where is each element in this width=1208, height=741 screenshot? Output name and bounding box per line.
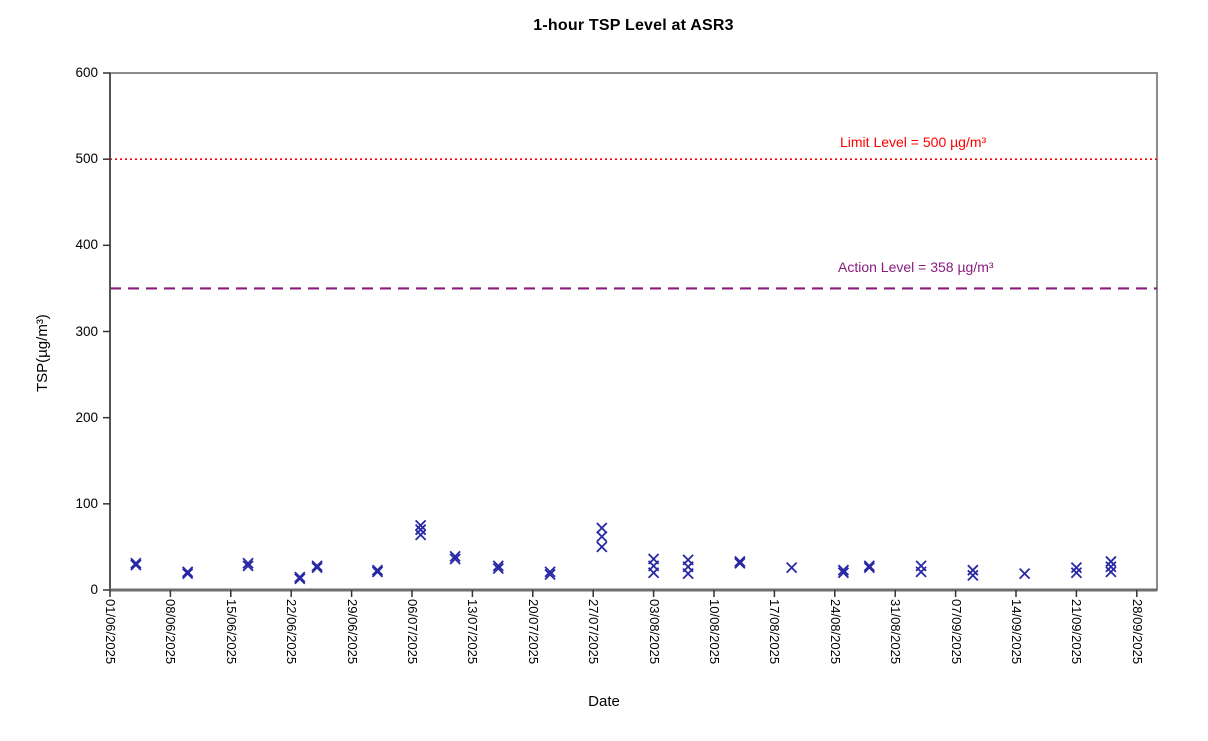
data-point-x-marker: [414, 529, 427, 541]
data-point-x-marker: [967, 564, 979, 576]
data-point-x-marker: [1105, 561, 1117, 573]
x-tick-label: 28/09/2025: [1129, 599, 1145, 665]
y-axis-title: TSP(µg/m³): [34, 314, 51, 392]
data-point-x-marker: [371, 566, 384, 578]
data-point-x-marker: [311, 560, 323, 572]
x-tick-label: 27/07/2025: [586, 599, 602, 665]
limit-level-label: Limit Level = 500 µg/m³: [840, 134, 987, 150]
plot-frame: [109, 72, 1158, 591]
y-tick-label: 300: [75, 323, 98, 339]
y-tick-label: 500: [75, 151, 98, 167]
y-tick-label: 400: [75, 237, 98, 253]
data-point-x-marker: [596, 522, 608, 534]
y-tick-label: 200: [75, 409, 98, 425]
data-point-x-marker: [294, 571, 306, 583]
data-point-x-marker: [647, 553, 660, 565]
data-point-x-marker: [242, 557, 254, 569]
chart-title: 1-hour TSP Level at ASR3: [533, 17, 734, 34]
x-tick-label: 13/07/2025: [465, 599, 481, 665]
x-tick-label: 06/07/2025: [405, 599, 420, 665]
data-point-x-marker: [294, 573, 306, 585]
y-tick-label: 0: [90, 582, 98, 597]
data-point-x-marker: [414, 519, 427, 532]
y-tick-label: 600: [75, 65, 98, 80]
data-point-x-marker: [449, 553, 461, 565]
x-tick-label: 24/08/2025: [827, 599, 843, 665]
data-point-x-marker: [311, 561, 323, 574]
data-point-x-marker: [182, 567, 194, 580]
data-point-x-marker: [1018, 567, 1031, 580]
x-tick-label: 21/09/2025: [1069, 599, 1085, 665]
data-point-x-marker: [734, 557, 746, 569]
x-tick-label: 14/09/2025: [1009, 599, 1024, 665]
data-point-x-marker: [863, 560, 875, 572]
x-tick-label: 22/06/2025: [284, 599, 300, 665]
data-point-x-marker: [734, 555, 746, 568]
x-axis-title: Date: [588, 693, 620, 710]
data-point-x-marker: [449, 550, 461, 563]
data-point-x-marker: [1070, 567, 1083, 579]
data-point-x-marker: [544, 566, 556, 578]
data-point-x-marker: [967, 569, 979, 581]
data-point-x-marker: [371, 564, 384, 576]
x-tick-label: 15/06/2025: [223, 599, 239, 665]
data-point-x-marker: [414, 524, 427, 536]
x-tick-label: 20/07/2025: [525, 599, 541, 665]
data-point-x-marker: [182, 566, 194, 578]
data-point-x-marker: [837, 567, 850, 579]
y-tick-label: 100: [75, 495, 98, 511]
data-point-x-marker: [837, 564, 850, 576]
x-tick-label: 31/08/2025: [888, 599, 904, 665]
data-point-x-marker: [786, 561, 798, 574]
x-tick-label: 29/06/2025: [344, 599, 360, 665]
x-tick-label: 08/06/2025: [163, 599, 179, 665]
data-point-x-marker: [1105, 566, 1117, 578]
data-point-x-marker: [492, 560, 504, 572]
data-point-x-marker: [915, 560, 927, 572]
x-tick-label: 03/08/2025: [646, 599, 662, 665]
action-level-label: Action Level = 358 µg/m³: [838, 259, 994, 275]
data-point-x-marker: [492, 562, 504, 575]
data-point-x-marker: [242, 560, 254, 572]
data-point-x-marker: [130, 557, 142, 569]
data-point-x-marker: [130, 559, 142, 571]
data-point-x-marker: [863, 561, 875, 574]
x-tick-label: 01/06/2025: [103, 599, 118, 665]
data-point-x-marker: [596, 541, 608, 553]
data-point-x-marker: [596, 530, 608, 543]
x-tick-label: 10/08/2025: [707, 599, 722, 665]
x-tick-label: 07/09/2025: [948, 599, 964, 665]
x-tick-label: 17/08/2025: [767, 599, 783, 665]
data-point-x-marker: [544, 568, 556, 581]
data-point-x-marker: [1105, 555, 1117, 568]
data-point-x-marker: [1070, 561, 1083, 574]
data-point-x-marker: [682, 554, 694, 566]
